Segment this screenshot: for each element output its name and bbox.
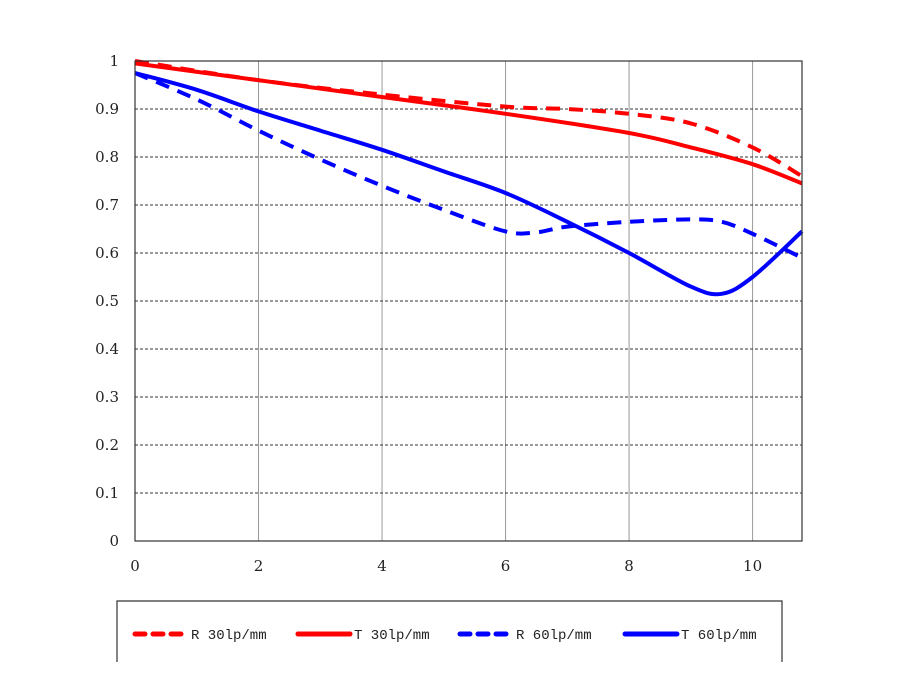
y-tick-label: 0 bbox=[109, 532, 119, 550]
legend-label: T 60lp/mm bbox=[681, 628, 757, 644]
y-tick-label: 0.8 bbox=[95, 148, 119, 166]
y-tick-label: 0.9 bbox=[95, 100, 119, 118]
series-line-t-30lp-mm bbox=[134, 61, 803, 186]
legend-label: T 30lp/mm bbox=[354, 628, 430, 644]
series-group bbox=[134, 59, 804, 297]
x-tick-label: 8 bbox=[624, 557, 634, 575]
legend-label: R 60lp/mm bbox=[516, 628, 592, 644]
y-tick-label: 0.4 bbox=[95, 340, 119, 358]
y-tick-label: 0.1 bbox=[95, 484, 119, 502]
legend: R 30lp/mm T 30lp/mm R 60lp/mm T 60lp/mm bbox=[132, 628, 757, 644]
x-tick-label: 2 bbox=[254, 557, 264, 575]
x-tick-label: 0 bbox=[130, 557, 140, 575]
x-tick-label: 4 bbox=[377, 557, 387, 575]
grid bbox=[135, 61, 802, 541]
x-tick-label: 6 bbox=[501, 557, 511, 575]
series-line-r-30lp-mm bbox=[134, 59, 804, 178]
y-tick-label: 0.5 bbox=[95, 292, 119, 310]
y-tick-label: 0.7 bbox=[95, 196, 119, 214]
legend-label: R 30lp/mm bbox=[191, 628, 267, 644]
y-tick-label: 0.6 bbox=[95, 244, 119, 262]
series-line-t-60lp-mm bbox=[134, 71, 804, 297]
series-line-r-60lp-mm bbox=[134, 71, 803, 260]
legend-box bbox=[116, 600, 783, 662]
y-tick-label: 0.2 bbox=[95, 436, 119, 454]
plot-frame bbox=[134, 60, 803, 542]
y-tick-label: 0.3 bbox=[95, 388, 119, 406]
y-tick-label: 1 bbox=[109, 52, 119, 70]
x-tick-label: 10 bbox=[743, 557, 762, 575]
tick-labels: 0 2 4 6 8 10 0 0.1 0.2 0.3 0.4 0.5 0.6 0.7 0.8 0.9 1 bbox=[95, 52, 762, 575]
